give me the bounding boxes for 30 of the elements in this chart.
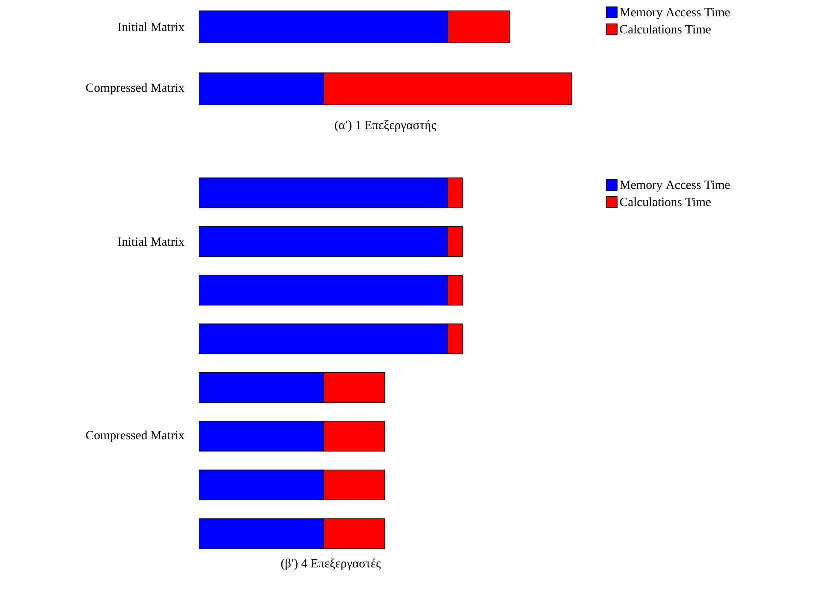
- bar: [199, 470, 324, 501]
- bar: [324, 372, 386, 404]
- y-tick-label: Initial Matrix: [118, 22, 185, 32]
- y-tick-label: Compressed Matrix: [86, 83, 185, 95]
- legend-label: Memory Access Time: [620, 180, 730, 192]
- legend-label: Calculations Time: [620, 198, 711, 206]
- bar: [324, 518, 386, 550]
- bar: [199, 518, 324, 550]
- bar: [199, 275, 448, 306]
- bar: [199, 72, 324, 106]
- bar: [324, 421, 386, 452]
- text: (α′) 1 Επεξεργαστής: [335, 120, 436, 132]
- bar: [199, 10, 448, 44]
- bar: [199, 178, 448, 208]
- bar: [448, 226, 464, 258]
- legend-label: Calculations Time: [620, 24, 711, 34]
- text: (β′) 4 Επεξεργαστές: [281, 558, 381, 570]
- y-tick-label: Compressed Matrix: [86, 430, 185, 442]
- bar: [448, 324, 464, 354]
- y-tick-label: Initial Matrix: [118, 237, 185, 246]
- bar: [199, 226, 448, 258]
- bar: [324, 470, 386, 501]
- bar: [199, 324, 448, 354]
- bar: [448, 178, 464, 208]
- bar: [199, 372, 324, 404]
- bar: [448, 10, 510, 44]
- bar: [324, 72, 572, 106]
- bar: [199, 421, 324, 452]
- legend-label: Memory Access Time: [620, 8, 730, 20]
- bar: [448, 275, 464, 306]
